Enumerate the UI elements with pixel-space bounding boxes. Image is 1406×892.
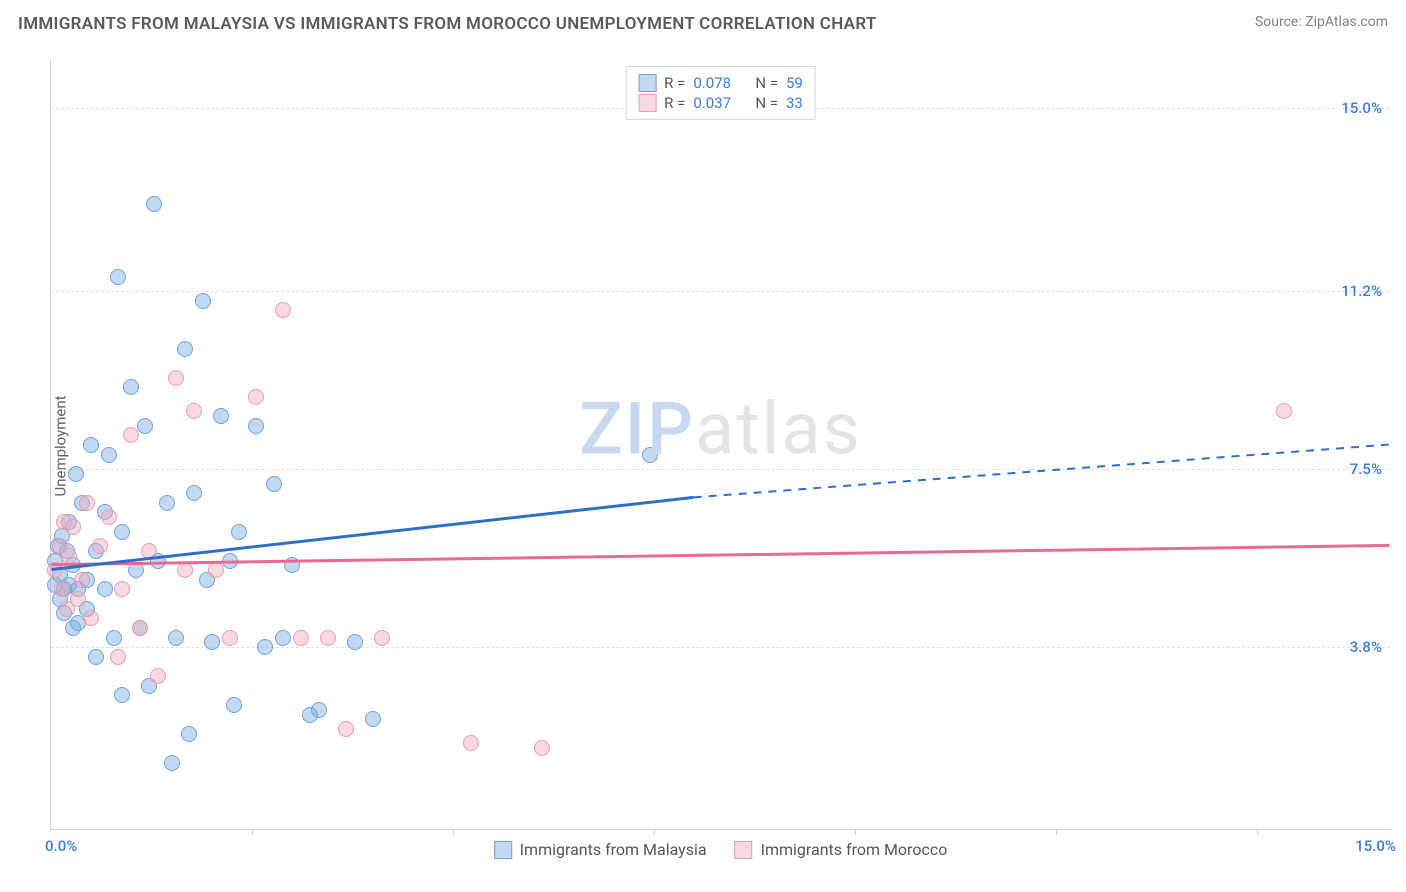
- data-point-morocco: [47, 562, 63, 578]
- x-tick: [453, 829, 454, 835]
- y-tick-label: 7.5%: [1350, 460, 1382, 478]
- legend-row: R =0.037N =33: [638, 93, 803, 113]
- legend-row: R =0.078N =59: [638, 73, 803, 93]
- scatter-chart: ZIPatlas R =0.078N =59R =0.037N =33 Immi…: [50, 60, 1390, 830]
- data-point-malaysia: [204, 634, 220, 650]
- data-point-malaysia: [642, 447, 658, 463]
- data-point-morocco: [83, 610, 99, 626]
- data-point-malaysia: [231, 524, 247, 540]
- data-point-malaysia: [137, 418, 153, 434]
- data-point-morocco: [275, 302, 291, 318]
- data-point-malaysia: [159, 495, 175, 511]
- data-point-morocco: [141, 543, 157, 559]
- x-tick: [1257, 829, 1258, 835]
- watermark-zip: ZIP: [579, 387, 695, 472]
- data-point-malaysia: [181, 726, 197, 742]
- data-point-morocco: [168, 370, 184, 386]
- chart-title: IMMIGRANTS FROM MALAYSIA VS IMMIGRANTS F…: [18, 14, 877, 34]
- y-tick-label: 15.0%: [1341, 99, 1382, 117]
- data-point-malaysia: [106, 630, 122, 646]
- legend-item: Immigrants from Malaysia: [494, 840, 707, 859]
- legend-swatch: [638, 94, 656, 112]
- data-point-malaysia: [365, 711, 381, 727]
- gridline: [51, 469, 1390, 470]
- y-tick-label: 11.2%: [1341, 282, 1382, 300]
- gridline: [51, 647, 1390, 648]
- x-tick: [654, 829, 655, 835]
- legend-label: Immigrants from Malaysia: [520, 840, 707, 859]
- data-point-morocco: [92, 538, 108, 554]
- data-point-morocco: [101, 509, 117, 525]
- data-point-morocco: [114, 581, 130, 597]
- data-point-malaysia: [284, 557, 300, 573]
- data-point-malaysia: [114, 524, 130, 540]
- correlation-legend: R =0.078N =59R =0.037N =33: [625, 66, 816, 120]
- data-point-malaysia: [164, 755, 180, 771]
- data-point-malaysia: [123, 379, 139, 395]
- watermark: ZIPatlas: [579, 387, 861, 472]
- data-point-morocco: [61, 548, 77, 564]
- data-point-morocco: [110, 649, 126, 665]
- data-point-malaysia: [146, 196, 162, 212]
- trendlines: [51, 60, 1390, 829]
- data-point-morocco: [1276, 403, 1292, 419]
- data-point-morocco: [374, 630, 390, 646]
- legend-swatch: [638, 74, 656, 92]
- data-point-morocco: [534, 740, 550, 756]
- legend-label: Immigrants from Morocco: [761, 840, 948, 859]
- data-point-malaysia: [110, 269, 126, 285]
- data-point-morocco: [132, 620, 148, 636]
- data-point-morocco: [70, 591, 86, 607]
- data-point-malaysia: [186, 485, 202, 501]
- data-point-morocco: [338, 721, 354, 737]
- data-point-morocco: [150, 668, 166, 684]
- chart-header: IMMIGRANTS FROM MALAYSIA VS IMMIGRANTS F…: [0, 0, 1406, 42]
- data-point-malaysia: [222, 553, 238, 569]
- data-point-morocco: [248, 389, 264, 405]
- data-point-malaysia: [128, 562, 144, 578]
- data-point-malaysia: [347, 634, 363, 650]
- data-point-morocco: [54, 581, 70, 597]
- y-tick-label: 3.8%: [1350, 638, 1382, 656]
- series-legend: Immigrants from Malaysia Immigrants from …: [494, 840, 948, 859]
- legend-swatch: [735, 841, 753, 859]
- data-point-morocco: [65, 519, 81, 535]
- data-point-malaysia: [266, 476, 282, 492]
- data-point-malaysia: [257, 639, 273, 655]
- data-point-morocco: [208, 562, 224, 578]
- data-point-malaysia: [275, 630, 291, 646]
- data-point-malaysia: [226, 697, 242, 713]
- data-point-malaysia: [177, 341, 193, 357]
- data-point-morocco: [74, 572, 90, 588]
- data-point-malaysia: [68, 466, 84, 482]
- data-point-morocco: [177, 562, 193, 578]
- data-point-morocco: [293, 630, 309, 646]
- data-point-malaysia: [311, 702, 327, 718]
- legend-swatch: [494, 841, 512, 859]
- data-point-malaysia: [101, 447, 117, 463]
- x-axis-max-label: 15.0%: [1355, 837, 1396, 855]
- data-point-malaysia: [83, 437, 99, 453]
- data-point-morocco: [463, 735, 479, 751]
- source-attribution: Source: ZipAtlas.com: [1255, 14, 1388, 30]
- gridline: [51, 291, 1390, 292]
- data-point-malaysia: [195, 293, 211, 309]
- watermark-atlas: atlas: [695, 387, 862, 472]
- data-point-malaysia: [248, 418, 264, 434]
- data-point-morocco: [123, 427, 139, 443]
- x-tick: [1056, 829, 1057, 835]
- data-point-malaysia: [114, 687, 130, 703]
- data-point-morocco: [222, 630, 238, 646]
- x-axis-min-label: 0.0%: [45, 837, 77, 855]
- x-tick: [252, 829, 253, 835]
- data-point-morocco: [186, 403, 202, 419]
- data-point-morocco: [320, 630, 336, 646]
- legend-item: Immigrants from Morocco: [735, 840, 948, 859]
- data-point-morocco: [79, 495, 95, 511]
- data-point-malaysia: [97, 581, 113, 597]
- data-point-malaysia: [168, 630, 184, 646]
- x-tick: [855, 829, 856, 835]
- data-point-malaysia: [213, 408, 229, 424]
- data-point-malaysia: [88, 649, 104, 665]
